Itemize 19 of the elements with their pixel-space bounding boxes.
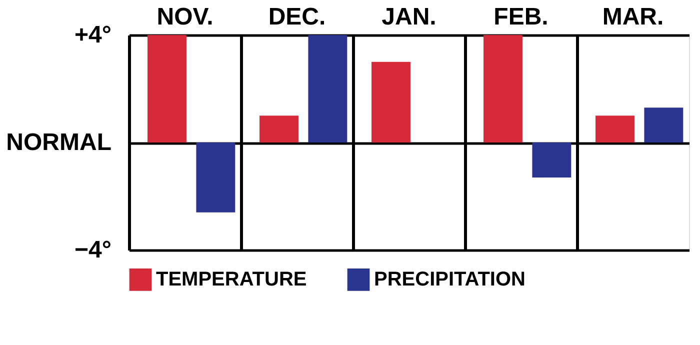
x-tick-label: JAN. [382,4,436,30]
bar [196,142,236,212]
x-tick-label: MAR. [602,4,664,30]
x-tick-label: FEB. [494,4,548,30]
bar [644,108,684,142]
x-tick-label: DEC. [268,4,326,30]
y-tick-label: NORMAL [6,129,112,156]
legend-label: TEMPERATURE [156,268,307,291]
bar [148,35,186,142]
bar [372,62,410,142]
y-tick-label: −4° [74,236,112,264]
x-tick-label: NOV. [156,4,214,30]
y-tick-label: +4° [74,22,112,48]
legend-label: PRECIPITATION [374,268,526,291]
bar [260,116,298,142]
bar [308,35,348,142]
bar [532,142,572,178]
bar [596,116,634,142]
bar [484,35,522,142]
